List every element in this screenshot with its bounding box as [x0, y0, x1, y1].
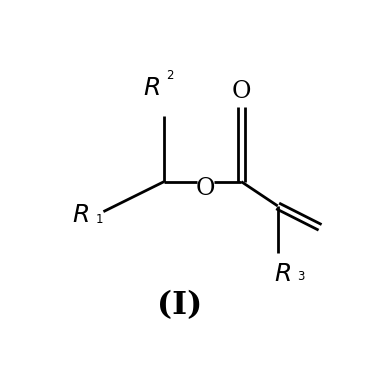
- Text: $R$: $R$: [72, 204, 89, 227]
- Text: O: O: [231, 80, 251, 103]
- Text: (I): (I): [156, 290, 202, 321]
- Text: $R$: $R$: [143, 77, 160, 100]
- Text: $^2$: $^2$: [167, 72, 175, 89]
- Text: O: O: [195, 177, 215, 200]
- Text: $^1$: $^1$: [95, 216, 103, 233]
- Text: $R$: $R$: [274, 263, 291, 286]
- Text: $^3$: $^3$: [297, 273, 305, 290]
